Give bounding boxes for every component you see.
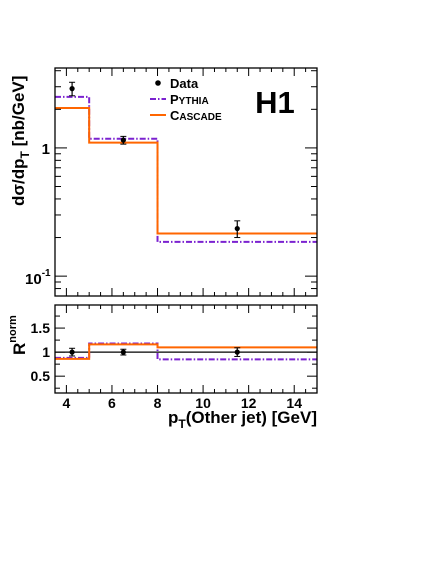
- ratio-axis-ticks: 0.5 1 1.5 4 6 8 10 12 14: [31, 305, 318, 411]
- ratio-data-point: [120, 348, 127, 356]
- top-axis-ticks: 1 10-1: [25, 68, 318, 297]
- x-tick-label: 12: [241, 395, 257, 411]
- y-tick-label: 1: [42, 141, 50, 158]
- top-cascade-line: [55, 106, 317, 235]
- top-pythia-line: [55, 95, 317, 243]
- x-axis-label: pT(Other jet) [GeV]: [168, 408, 317, 431]
- top-y-axis-label: dσ/dpT [nb/GeV]: [9, 76, 32, 206]
- ratio-y-tick-label: 0.5: [31, 368, 51, 384]
- legend-label: CASCADE: [170, 108, 222, 123]
- y-tick-label: 10-1: [25, 268, 51, 288]
- legend-entry-pythia: PYTHIA: [150, 92, 209, 107]
- ratio-cascade-line: [55, 343, 317, 360]
- data-points: [69, 81, 241, 239]
- legend-data-marker: [155, 80, 161, 86]
- ratio-panel: 0.5 1 1.5 4 6 8 10 12 14 Rnorm pT(Other jet) [Ge…: [7, 304, 318, 431]
- legend-label: Data: [170, 76, 199, 91]
- legend-label: PYTHIA: [170, 92, 209, 107]
- top-data-point: [69, 81, 76, 97]
- ratio-plot-frame: [54, 304, 318, 394]
- ratio-y-axis-label: Rnorm: [7, 315, 29, 355]
- h1-logo: H1: [255, 85, 295, 120]
- x-tick-label: 10: [195, 395, 211, 411]
- x-tick-label: 6: [108, 395, 116, 411]
- top-data-point: [234, 220, 241, 239]
- top-plot-frame: [54, 67, 318, 297]
- ratio-histograms: [55, 342, 317, 361]
- ratio-data-point: [69, 347, 76, 357]
- ratio-data-point: [234, 347, 241, 357]
- ratio-y-tick-label: 1: [42, 344, 50, 360]
- x-tick-label: 14: [286, 395, 302, 411]
- x-tick-label: 4: [62, 395, 70, 411]
- ratio-pythia-line: [55, 342, 317, 361]
- ratio-data-points: [69, 347, 241, 357]
- legend-entry-data: Data: [155, 76, 199, 91]
- ratio-y-tick-label: 1.5: [31, 320, 51, 336]
- legend-entry-cascade: CASCADE: [150, 108, 222, 123]
- x-tick-label: 8: [154, 395, 162, 411]
- top-data-point: [120, 135, 127, 145]
